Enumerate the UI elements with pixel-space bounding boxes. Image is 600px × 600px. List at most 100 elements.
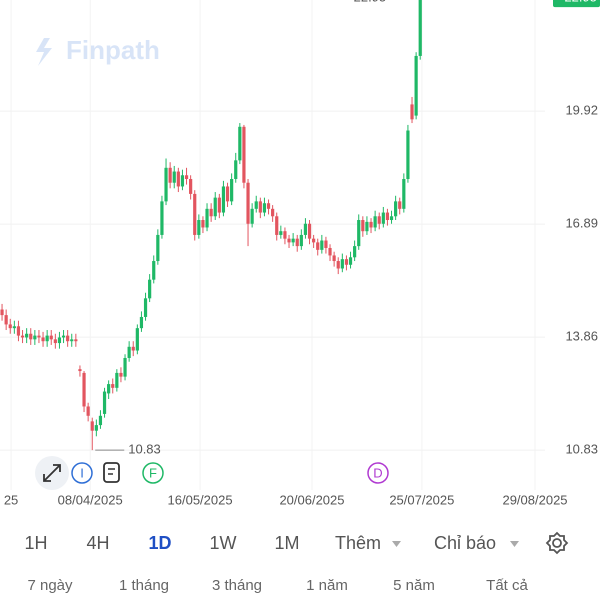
candle-body [0, 309, 4, 316]
candle-body [324, 240, 328, 248]
candle-body [193, 193, 197, 235]
candle-body [340, 259, 344, 269]
event-marker[interactable] [142, 462, 164, 484]
candle-body [414, 55, 418, 116]
candle-body [70, 339, 74, 342]
candle-body [406, 130, 410, 179]
candle-body [86, 406, 90, 416]
event-label: D [373, 465, 382, 480]
candle-body [312, 238, 316, 243]
y-tick-label: 13.86 [565, 329, 598, 344]
x-tick-label: 16/05/2025 [168, 492, 233, 507]
candle-body [361, 220, 365, 232]
candle-body [78, 369, 82, 372]
low-label: 10.83 [128, 442, 161, 457]
candle-body [49, 335, 53, 340]
candle-body [4, 315, 8, 325]
timeframe-button[interactable]: 1H [24, 533, 47, 553]
range-button[interactable]: 1 tháng [119, 577, 169, 594]
candle-body [20, 335, 25, 338]
candle-body [271, 208, 275, 217]
candle-body [299, 234, 303, 247]
event-label: I [80, 465, 84, 480]
timeframe-button[interactable]: 4H [86, 533, 109, 553]
candle-body [394, 201, 398, 217]
candle-body [66, 335, 70, 342]
candle-body [291, 238, 295, 243]
candle-body [37, 335, 41, 338]
candle-body [230, 178, 234, 202]
candle-body [205, 208, 209, 228]
watermark-text: Finpath [66, 35, 160, 65]
y-tick-label: 10.83 [565, 442, 598, 457]
candle-body [25, 333, 29, 338]
timeframe-button[interactable]: 1W [210, 533, 237, 553]
candle-body [127, 346, 131, 358]
candle-body [328, 247, 332, 256]
more-button[interactable]: Thêm [335, 533, 381, 553]
candle-body [16, 326, 21, 336]
candle-body [209, 208, 213, 217]
candle-body [61, 335, 66, 338]
candle-body [381, 212, 385, 224]
candle-body [184, 175, 189, 179]
range-button[interactable]: 3 tháng [212, 577, 262, 594]
candle-body [402, 178, 406, 209]
high-label: 22.95 [354, 0, 387, 5]
event-marker[interactable] [367, 462, 389, 484]
candle-body [283, 231, 287, 239]
candle-body [369, 221, 373, 228]
notes-icon [108, 468, 115, 475]
candle-body [279, 231, 283, 235]
candle-body [238, 126, 242, 161]
candle-body [217, 197, 221, 213]
timeframe-button[interactable]: 1M [274, 533, 299, 553]
candle-body [250, 208, 254, 224]
candle-body [266, 203, 271, 209]
tools [35, 456, 120, 490]
candle-body [365, 221, 369, 232]
candle-body [373, 216, 377, 228]
range-button[interactable]: 1 năm [306, 577, 348, 594]
candle-body [172, 171, 176, 183]
candle-body [160, 201, 164, 235]
candle-body [90, 421, 94, 431]
candle-body [53, 339, 57, 344]
candle-body [29, 333, 33, 340]
candle-body [8, 324, 12, 329]
settings-button[interactable] [545, 531, 569, 555]
last-price-tag [553, 0, 600, 8]
last-price-label: 22.95 [564, 0, 597, 5]
range-button[interactable]: 7 ngày [27, 577, 73, 594]
x-tick-label: 20/06/2025 [279, 492, 344, 507]
candle-body [389, 216, 394, 221]
range-button[interactable]: 5 năm [393, 577, 435, 594]
candle-body [246, 182, 250, 224]
x-tick-label: 25/07/2025 [389, 492, 454, 507]
x-tick-label: 29/08/2025 [502, 492, 567, 507]
indicators-button[interactable]: Chỉ báo [434, 533, 496, 553]
candle-body [180, 175, 185, 187]
candle-body [242, 126, 246, 183]
settings-icon [545, 531, 569, 555]
candle-body [12, 326, 16, 329]
range-button[interactable]: Tất cả [486, 577, 528, 594]
candle-body [57, 337, 62, 344]
candle-body [123, 357, 127, 377]
timeframe-button[interactable]: 1D [148, 533, 171, 553]
candle-body [398, 201, 402, 209]
candle-body [148, 279, 152, 299]
event-marker[interactable] [71, 462, 93, 484]
candle-body [385, 212, 390, 221]
notes-button[interactable] [103, 462, 120, 483]
candle-body [176, 171, 180, 187]
candle-body [234, 160, 238, 179]
candle-body [225, 186, 230, 202]
expand-icon [43, 464, 61, 482]
candle-body [295, 238, 299, 247]
candle-body [115, 372, 119, 388]
candle-body [221, 186, 226, 213]
candle-body [377, 216, 381, 224]
candle-body [348, 257, 353, 265]
